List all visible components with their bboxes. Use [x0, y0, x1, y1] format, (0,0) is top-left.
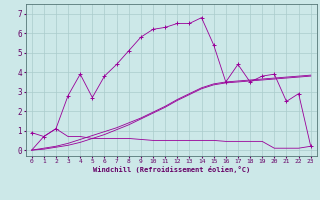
X-axis label: Windchill (Refroidissement éolien,°C): Windchill (Refroidissement éolien,°C) — [92, 166, 250, 173]
